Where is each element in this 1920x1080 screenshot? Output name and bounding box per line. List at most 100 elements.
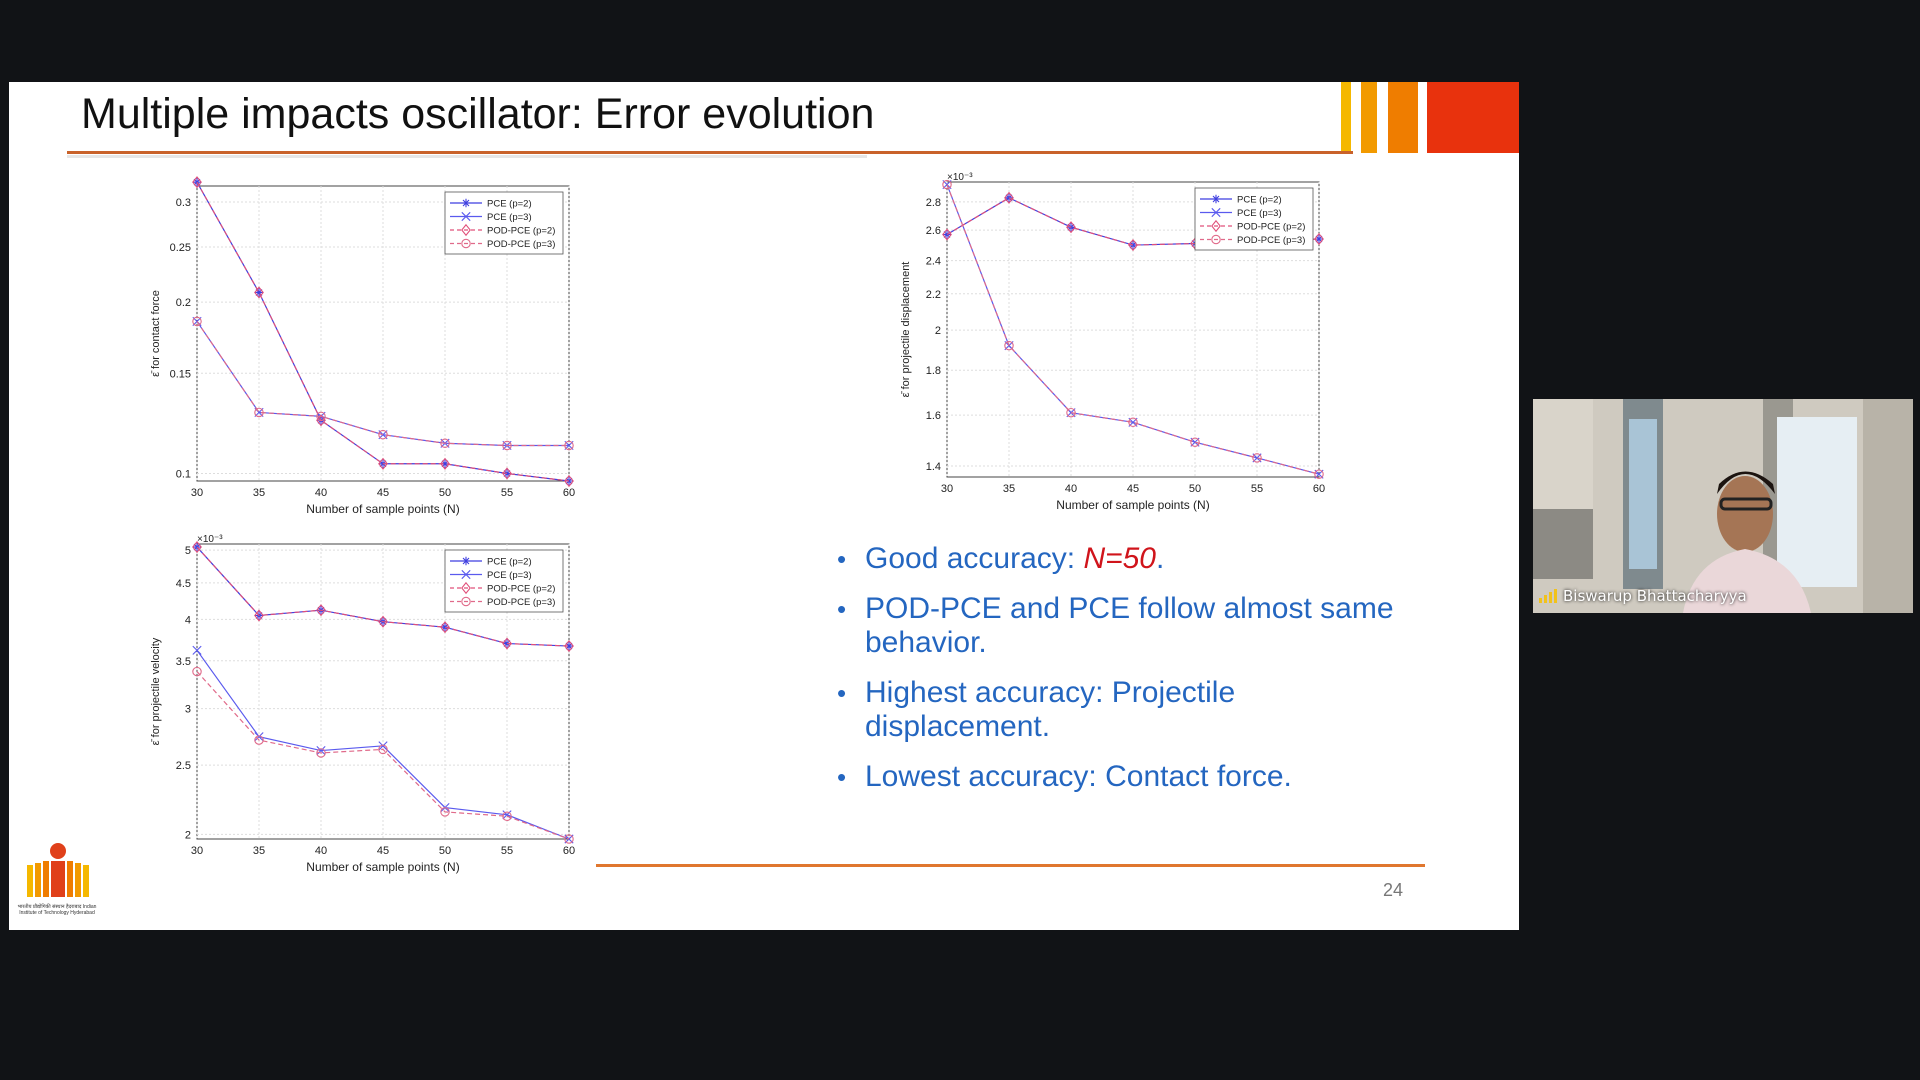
data-point-marker (1314, 234, 1324, 244)
legend-label: POD-PCE (p=3) (1237, 235, 1305, 246)
data-point-marker (461, 198, 471, 208)
y-tick-label: 4.5 (176, 578, 191, 590)
data-point-marker (440, 457, 450, 470)
participant-name-bar: Biswarup Bhattacharyya (1539, 585, 1747, 607)
data-point-marker (316, 411, 326, 422)
data-point-marker (1211, 207, 1221, 218)
x-tick-label: 40 (315, 487, 327, 499)
data-point-marker (502, 637, 512, 650)
data-point-marker (192, 542, 202, 552)
data-point-marker (461, 581, 471, 595)
bullet-text: Lowest accuracy: Contact force. (865, 760, 1292, 793)
participant-name: Biswarup Bhattacharyya (1563, 587, 1747, 605)
legend-label: PCE (p=2) (487, 199, 532, 210)
x-tick-label: 50 (439, 487, 451, 499)
participant-video-tile[interactable]: Biswarup Bhattacharyya (1533, 399, 1913, 613)
webcam-feed (1533, 399, 1913, 613)
y-tick-label: 2 (935, 325, 941, 337)
y-tick-label: 1.4 (926, 461, 941, 473)
data-point-marker (1128, 417, 1138, 428)
data-point-marker (378, 457, 388, 470)
y-tick-label: 2.2 (926, 289, 941, 301)
data-point-marker (502, 440, 512, 451)
signal-bars-icon (1539, 589, 1557, 603)
x-axis-label: Number of sample points (N) (306, 860, 459, 874)
data-point-marker (1004, 340, 1014, 351)
footer-rule (596, 864, 1425, 867)
data-point-marker (1190, 437, 1200, 447)
x-tick-label: 60 (563, 487, 575, 499)
data-point-marker (1004, 191, 1014, 204)
data-point-marker (1211, 194, 1221, 204)
data-point-marker (192, 645, 202, 655)
legend-label: PCE (p=2) (1237, 195, 1282, 206)
y-tick-label: 2 (185, 829, 191, 841)
y-tick-label: 0.1 (176, 468, 191, 480)
data-point-marker (254, 286, 264, 299)
y-exponent-label: ×10⁻³ (197, 534, 223, 545)
x-axis-label: Number of sample points (N) (1056, 498, 1209, 512)
y-axis-label: ε̄ for projectile displacement (900, 262, 912, 398)
x-tick-label: 40 (1065, 483, 1077, 495)
bullet-suffix: . (1156, 542, 1165, 575)
data-point-marker (461, 556, 471, 566)
data-point-marker (316, 604, 326, 617)
data-point-marker (254, 407, 264, 418)
x-tick-label: 35 (1003, 483, 1015, 495)
x-tick-label: 35 (253, 845, 265, 857)
legend-label: POD-PCE (p=3) (487, 239, 555, 250)
data-point-marker (1211, 234, 1221, 245)
x-tick-label: 60 (563, 845, 575, 857)
data-point-marker (254, 732, 264, 742)
data-point-marker (564, 474, 574, 488)
data-point-marker (461, 596, 471, 607)
y-tick-label: 0.3 (176, 197, 191, 209)
legend-label: PCE (p=3) (487, 212, 532, 223)
bullet-dot-icon: • (837, 678, 847, 708)
y-tick-label: 5 (185, 545, 191, 557)
logo-caption: भारतीय प्रौद्योगिकी संस्थान हैदराबाद Ind… (17, 904, 97, 916)
data-point-marker (942, 179, 952, 190)
title-accent-bar-3 (1388, 82, 1418, 153)
data-point-marker (461, 223, 471, 237)
y-tick-label: 2.8 (926, 197, 941, 209)
data-point-marker (192, 540, 202, 554)
bullet-item: • Good accuracy: N=50. (835, 542, 1395, 576)
y-tick-label: 1.6 (926, 410, 941, 422)
x-tick-label: 45 (377, 487, 389, 499)
data-point-marker (192, 666, 202, 677)
data-point-marker (440, 621, 450, 634)
legend-label: POD-PCE (p=2) (487, 226, 555, 237)
data-point-marker (440, 622, 450, 632)
data-point-marker (1314, 469, 1324, 479)
data-point-marker (254, 288, 264, 297)
bullet-dot-icon: • (837, 544, 847, 574)
bullet-item: • POD-PCE and PCE follow almost same beha… (835, 592, 1395, 660)
data-point-marker (461, 238, 471, 249)
x-tick-label: 55 (501, 845, 513, 857)
presentation-slide: Multiple impacts oscillator: Error evolu… (9, 82, 1519, 930)
data-point-marker (1066, 407, 1076, 418)
bullet-text: POD-PCE and PCE follow almost same behav… (865, 592, 1394, 659)
bullet-text: Highest accuracy: Projectile displacemen… (865, 676, 1236, 743)
x-tick-label: 30 (941, 483, 953, 495)
x-tick-label: 50 (1189, 483, 1201, 495)
data-point-marker (564, 639, 574, 653)
data-point-marker (1252, 453, 1262, 463)
x-tick-label: 30 (191, 845, 203, 857)
series-line (196, 321, 569, 447)
x-tick-label: 45 (1127, 483, 1139, 495)
data-point-marker (378, 741, 388, 751)
y-tick-label: 4 (185, 614, 191, 626)
series-group (192, 316, 574, 451)
data-point-marker (1314, 232, 1324, 246)
x-tick-label: 60 (1313, 483, 1325, 495)
data-point-marker (461, 569, 471, 580)
data-point-marker (942, 228, 952, 241)
data-point-marker (502, 467, 512, 480)
bullet-item: • Lowest accuracy: Contact force. (835, 760, 1395, 794)
data-point-marker (254, 735, 264, 745)
x-tick-label: 50 (439, 845, 451, 857)
x-tick-label: 55 (501, 487, 513, 499)
data-point-marker (378, 744, 388, 755)
